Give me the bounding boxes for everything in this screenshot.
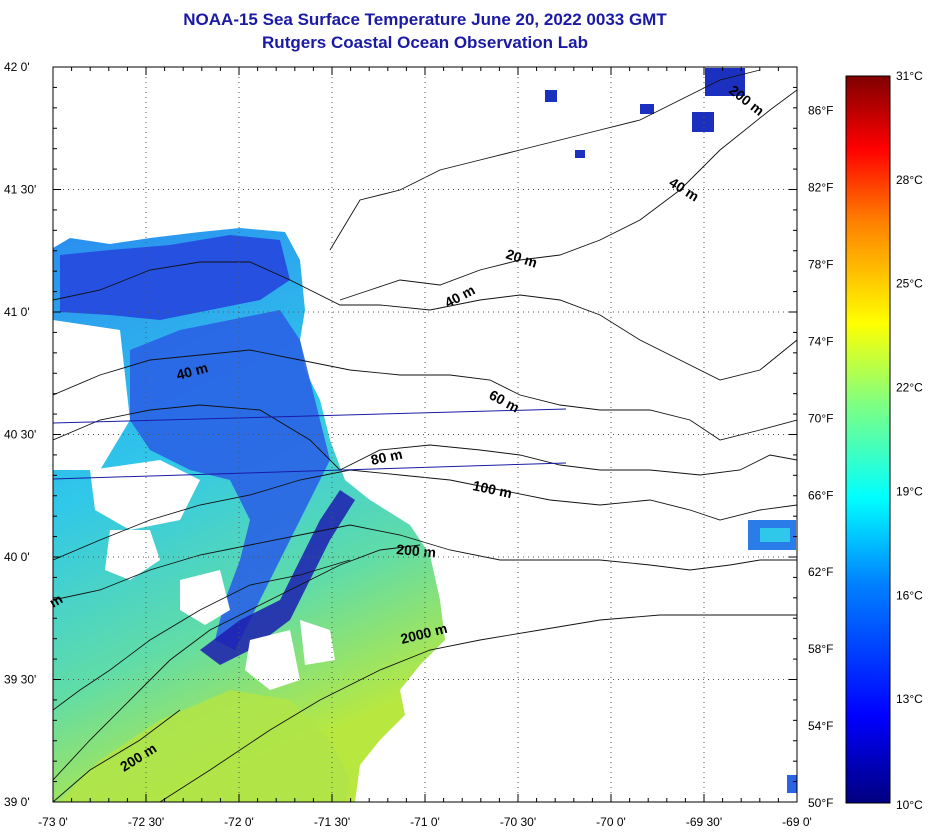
lon-tick-label: -70 0'	[596, 815, 626, 829]
lon-tick-label: -71 0'	[410, 815, 440, 829]
lon-tick-label: -72 30'	[128, 815, 164, 829]
lon-tick-label: -72 0'	[224, 815, 254, 829]
chart-subtitle: Rutgers Coastal Ocean Observation Lab	[262, 33, 588, 52]
colorbar-celsius-label: 31°C	[896, 69, 923, 83]
sst-dark-streak	[200, 490, 355, 665]
colorbar-fahrenheit-label: 86°F	[808, 104, 833, 118]
colorbar-labels: 31°C 28°C 25°C 22°C 19°C 16°C 13°C 10°C 86°F 82°F…	[808, 69, 923, 812]
colorbar-fahrenheit-label: 54°F	[808, 719, 833, 733]
contour-label: 100 m	[471, 477, 513, 501]
colorbar-fahrenheit-label: 62°F	[808, 565, 833, 579]
contour-label: 40 m	[666, 174, 702, 204]
contour-label: 80 m	[369, 446, 404, 468]
colorbar-celsius-label: 13°C	[896, 692, 923, 706]
lon-tick-label: -69 0'	[782, 815, 812, 829]
contour-label: 40 m	[175, 359, 210, 383]
colorbar-fahrenheit-label: 82°F	[808, 181, 833, 195]
sst-data-layer	[53, 68, 797, 802]
contour-label: 200 m	[396, 541, 437, 560]
lon-tick-label: -70 30'	[500, 815, 536, 829]
lon-tick-label: -73 0'	[38, 815, 68, 829]
sst-warm-south	[60, 690, 350, 802]
lon-tick-label: -71 30'	[314, 815, 350, 829]
colorbar-celsius-label: 16°C	[896, 588, 923, 602]
colorbar-celsius-label: 25°C	[896, 277, 923, 291]
colorbar-celsius-label: 22°C	[896, 381, 923, 395]
lat-tick-label: 41 0'	[4, 305, 30, 319]
colorbar-celsius-label: 19°C	[896, 484, 923, 498]
colorbar-fahrenheit-label: 50°F	[808, 796, 833, 810]
sst-cold-band	[130, 310, 330, 650]
contour-label: 40 m	[442, 282, 478, 311]
colorbar-celsius-label: 10°C	[896, 798, 923, 812]
chart-title: NOAA-15 Sea Surface Temperature June 20,…	[183, 10, 667, 29]
lat-tick-label: 39 30'	[4, 673, 36, 687]
colorbar-fahrenheit-label: 74°F	[808, 334, 833, 348]
contour-label: 20 m	[504, 246, 539, 271]
colorbar-celsius-label: 28°C	[896, 173, 923, 187]
lat-tick-label: 39 0'	[4, 795, 30, 809]
lat-tick-label: 41 30'	[4, 183, 36, 197]
graticule	[53, 67, 797, 802]
colorbar-fahrenheit-label: 78°F	[808, 257, 833, 271]
lat-tick-label: 42 0'	[4, 60, 30, 74]
sst-nearshore-cold	[60, 235, 290, 320]
lon-tick-label: -69 30'	[686, 815, 722, 829]
lat-tick-label: 40 0'	[4, 550, 30, 564]
lat-tick-label: 40 30'	[4, 428, 36, 442]
colorbar-fahrenheit-label: 70°F	[808, 411, 833, 425]
contour-label: 200 m	[726, 82, 767, 119]
bathymetry-contours	[53, 69, 797, 802]
colorbar-fahrenheit-label: 58°F	[808, 642, 833, 656]
axis-ticks: -73 0' -72 30' -72 0' -71 30' -71 0' -70 30' -…	[4, 60, 812, 829]
colorbar	[845, 75, 891, 804]
colorbar-fahrenheit-label: 66°F	[808, 488, 833, 502]
